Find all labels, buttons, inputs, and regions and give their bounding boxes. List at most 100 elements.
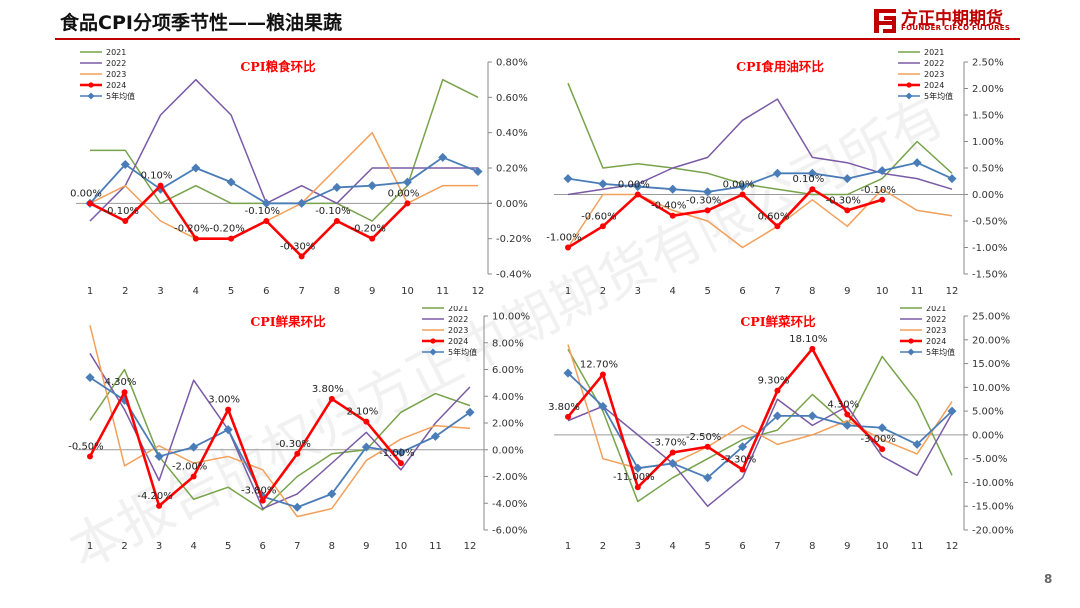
x-tick-label: 7: [294, 541, 300, 552]
data-label: 4.30%: [105, 377, 137, 388]
data-point-avg: [226, 177, 236, 187]
y-tick-label: 2.00%: [492, 419, 524, 430]
series-line-2024: [88, 390, 402, 508]
chart-title: CPI食用油环比: [736, 59, 824, 74]
data-point-2024: [294, 450, 301, 457]
y-tick-label: 0.00%: [496, 199, 528, 210]
x-tick-label: 3: [635, 541, 641, 552]
data-label: 0.10%: [141, 171, 173, 182]
x-tick-label: 5: [704, 286, 710, 297]
x-tick-label: 9: [844, 286, 850, 297]
data-point-2024: [404, 200, 411, 207]
x-tick-label: 7: [298, 286, 304, 297]
x-tick-label: 4: [670, 541, 676, 552]
x-tick-label: 10: [876, 541, 889, 552]
data-label: 12.70%: [580, 359, 618, 370]
chart-vegetable: CPI鲜菜环比 -20.00% -15.00% -10.00% -5.00% 0.00% 5…: [548, 306, 1014, 552]
x-tick-label: 10: [401, 286, 414, 297]
header-divider: [55, 38, 1020, 40]
data-point-2024: [739, 466, 746, 473]
legend-label: 2021: [926, 306, 946, 313]
x-tick-label: 11: [911, 286, 924, 297]
x-tick-label: 11: [911, 541, 924, 552]
data-label: 0.60%: [758, 211, 790, 222]
x-tick-label: 8: [329, 541, 335, 552]
y-tick-label: 0.00%: [492, 445, 524, 456]
y-tick-label: -0.50%: [972, 217, 1007, 228]
data-label: -3.70%: [651, 437, 686, 448]
series-line-2024: [89, 184, 409, 258]
data-label: 0.00%: [618, 180, 650, 191]
data-label: 0.00%: [388, 188, 420, 199]
data-point-avg: [367, 181, 377, 191]
data-point-avg: [85, 372, 95, 383]
data-label: -3.00%: [860, 434, 895, 445]
data-label: 0.10%: [792, 174, 824, 185]
data-point-2024: [328, 395, 335, 402]
data-point-avg: [598, 401, 608, 411]
data-point-avg: [947, 174, 957, 184]
series-line-2021: [567, 82, 953, 196]
data-point-2024: [363, 418, 370, 425]
data-label: -0.40%: [651, 201, 686, 212]
x-tick-label: 1: [565, 286, 571, 297]
data-label: -0.30%: [276, 439, 311, 450]
legend-marker-avg: [905, 92, 913, 100]
data-point-2024: [565, 244, 571, 251]
data-point-avg: [842, 174, 852, 184]
data-point-2024: [879, 196, 886, 203]
series-line-2022: [89, 353, 471, 510]
x-tick-label: 12: [464, 541, 477, 552]
legend-marker-avg: [907, 348, 915, 356]
x-tick-label: 3: [156, 541, 162, 552]
data-point-avg: [563, 174, 573, 184]
data-point-2024: [87, 453, 93, 460]
x-tick-label: 8: [334, 286, 340, 297]
legend-marker-2024: [430, 338, 436, 344]
x-tick-label: 8: [809, 286, 815, 297]
data-label: -1.00%: [379, 448, 414, 459]
x-tick-label: 3: [157, 286, 163, 297]
data-point-2024: [774, 223, 781, 230]
data-label: -0.30%: [826, 195, 861, 206]
data-label: -7.30%: [721, 455, 756, 466]
data-point-avg: [912, 158, 922, 168]
data-point-avg: [189, 442, 199, 452]
data-point-avg: [438, 152, 448, 162]
x-tick-label: 5: [225, 541, 231, 552]
legend-label: 2024: [448, 337, 468, 346]
x-tick-label: 11: [429, 541, 442, 552]
data-label: -4.20%: [137, 491, 172, 502]
data-point-2024: [634, 191, 641, 198]
legend-label: 2021: [924, 48, 944, 57]
data-label: -3.80%: [241, 486, 276, 497]
y-tick-label: -20.00%: [972, 526, 1014, 537]
data-label: 0.00%: [723, 180, 755, 191]
y-tick-label: 10.00%: [972, 383, 1010, 394]
data-point-2024: [225, 406, 232, 413]
x-tick-label: 12: [946, 286, 959, 297]
y-tick-label: 5.00%: [972, 407, 1004, 418]
series-line-2024: [566, 347, 884, 489]
data-point-avg: [261, 198, 271, 208]
data-point-avg: [668, 458, 678, 468]
data-point-avg: [772, 168, 782, 178]
legend-marker-2024: [88, 82, 94, 88]
x-tick-label: 12: [472, 286, 485, 297]
data-label: -11.00%: [613, 472, 655, 483]
company-logo: [874, 9, 896, 33]
y-tick-label: 0.50%: [972, 164, 1004, 175]
series-line-avg: [89, 156, 479, 205]
data-point-2024: [844, 207, 851, 214]
data-point-2024: [739, 191, 746, 198]
chart-oil: CPI食用油环比 -1.50% -1.00% -0.50% 0.00% 0.50% 1.00…: [546, 48, 1007, 297]
data-label: -0.30%: [686, 195, 721, 206]
data-label: -0.10%: [860, 185, 895, 196]
legend-label: 2022: [106, 59, 126, 68]
y-tick-label: -15.00%: [972, 502, 1014, 513]
data-point-avg: [668, 184, 678, 194]
x-tick-label: 5: [228, 286, 234, 297]
legend-label: 2022: [926, 315, 946, 324]
x-tick-label: 7: [774, 286, 780, 297]
y-tick-label: 1.50%: [972, 111, 1004, 122]
